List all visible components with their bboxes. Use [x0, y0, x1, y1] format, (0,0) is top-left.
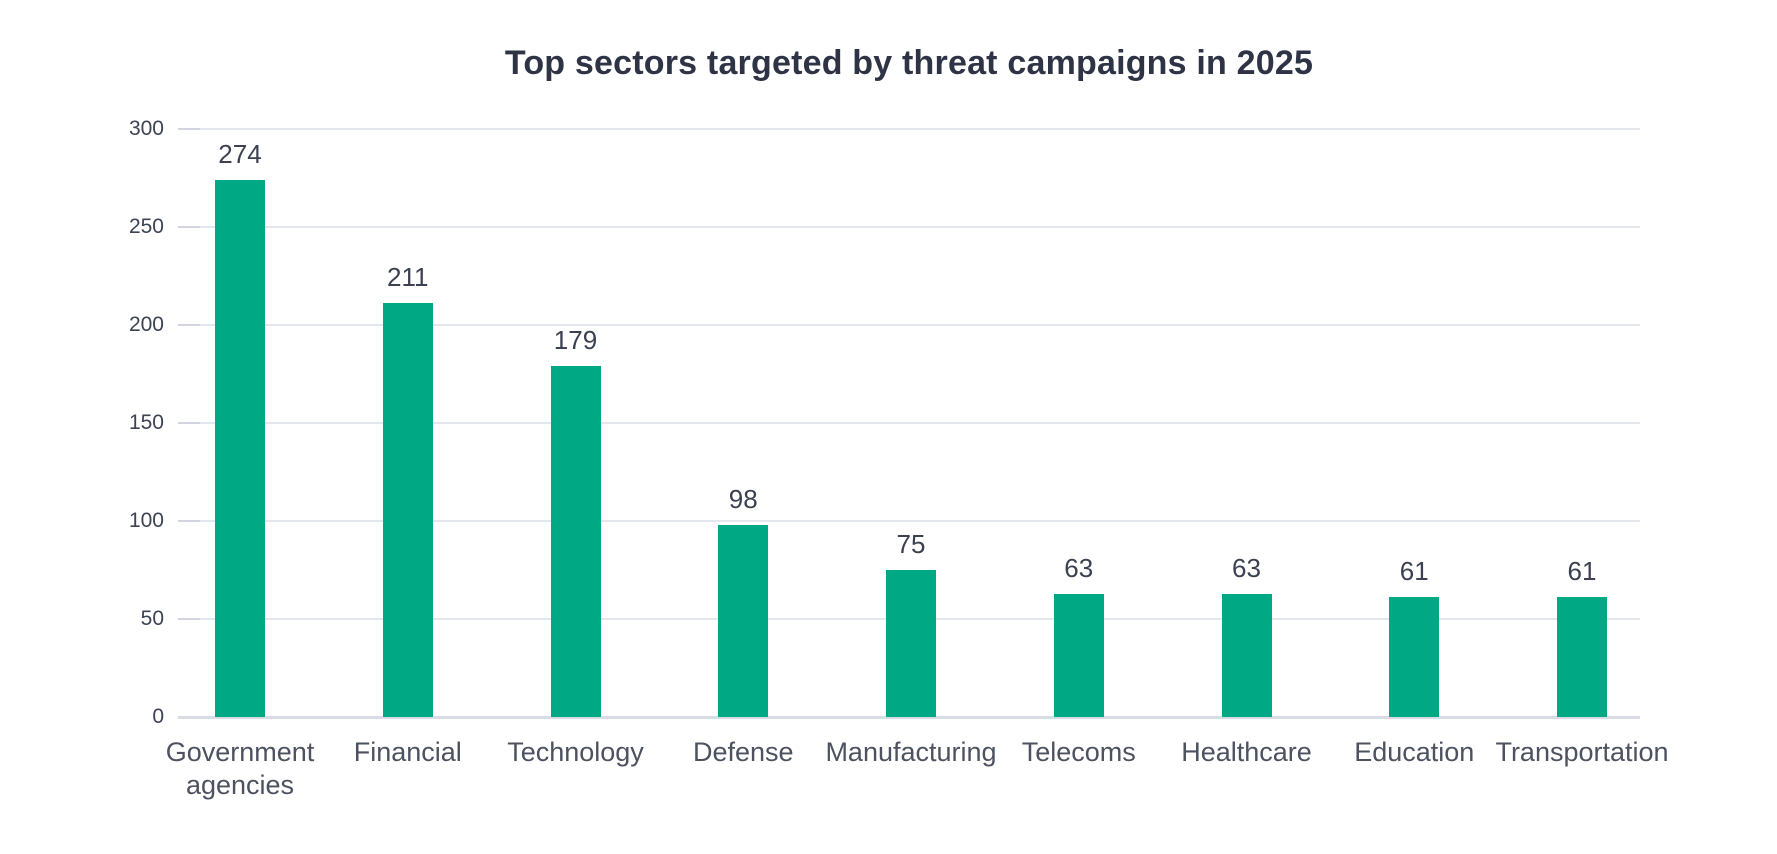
- bar-value-label: 61: [1567, 556, 1597, 587]
- x-axis-category-label: Education: [1354, 737, 1475, 767]
- y-axis-label: 250: [128, 215, 164, 238]
- bar-value-label: 211: [387, 262, 429, 293]
- bar-value-label: 274: [218, 138, 262, 169]
- bar-value-label: 75: [896, 529, 926, 559]
- bar-value-label: 63: [1064, 552, 1094, 583]
- gridline: [178, 324, 1640, 326]
- y-axis-tick: [178, 618, 200, 620]
- gridline: [178, 128, 1640, 130]
- bar: [382, 303, 433, 717]
- bar: [718, 524, 769, 717]
- x-axis-category-label: Government agencies: [165, 737, 315, 800]
- x-axis-category-label: Defense: [692, 737, 794, 767]
- gridline: [178, 520, 1640, 522]
- bar: [215, 179, 265, 717]
- bar-value-label: 98: [728, 483, 758, 514]
- bar: [550, 366, 601, 717]
- y-axis-tick: [178, 226, 200, 228]
- bar: [1557, 597, 1607, 717]
- y-axis-label: 300: [128, 117, 164, 140]
- y-axis-label: 50: [140, 607, 164, 630]
- bar: [1221, 593, 1272, 717]
- y-axis-tick: [178, 324, 200, 326]
- bar: [886, 570, 936, 717]
- y-axis-label: 200: [128, 313, 164, 336]
- y-axis-tick: [178, 128, 200, 130]
- bar-value-label: 63: [1232, 552, 1261, 583]
- bar: [1389, 597, 1440, 717]
- x-axis-category-label: Telecoms: [1021, 737, 1136, 767]
- y-axis-label: 100: [128, 509, 164, 532]
- plot-area: 0 50 100 150 200 250 300 274 Government agencies…: [129, 117, 1669, 800]
- x-axis-category-label: Transportation: [1495, 737, 1669, 767]
- y-axis-tick: [178, 520, 200, 522]
- gridline: [178, 226, 1640, 228]
- gridline: [178, 422, 1640, 424]
- y-axis-tick: [178, 422, 200, 424]
- x-axis-category-label: Financial: [353, 737, 462, 767]
- bar-value-label: 61: [1399, 556, 1429, 587]
- y-axis-label: 150: [128, 411, 164, 434]
- x-axis-category-label: Manufacturing: [825, 737, 997, 767]
- x-axis-category-label: Technology: [507, 737, 644, 767]
- x-axis-category-label: Healthcare: [1181, 737, 1312, 767]
- x-axis-baseline: [178, 716, 1640, 719]
- chart-title: Top sectors targeted by threat campaigns…: [504, 44, 1314, 82]
- y-axis-label: 0: [152, 705, 164, 728]
- bar-value-label: 179: [553, 325, 598, 356]
- bar: [1053, 593, 1104, 717]
